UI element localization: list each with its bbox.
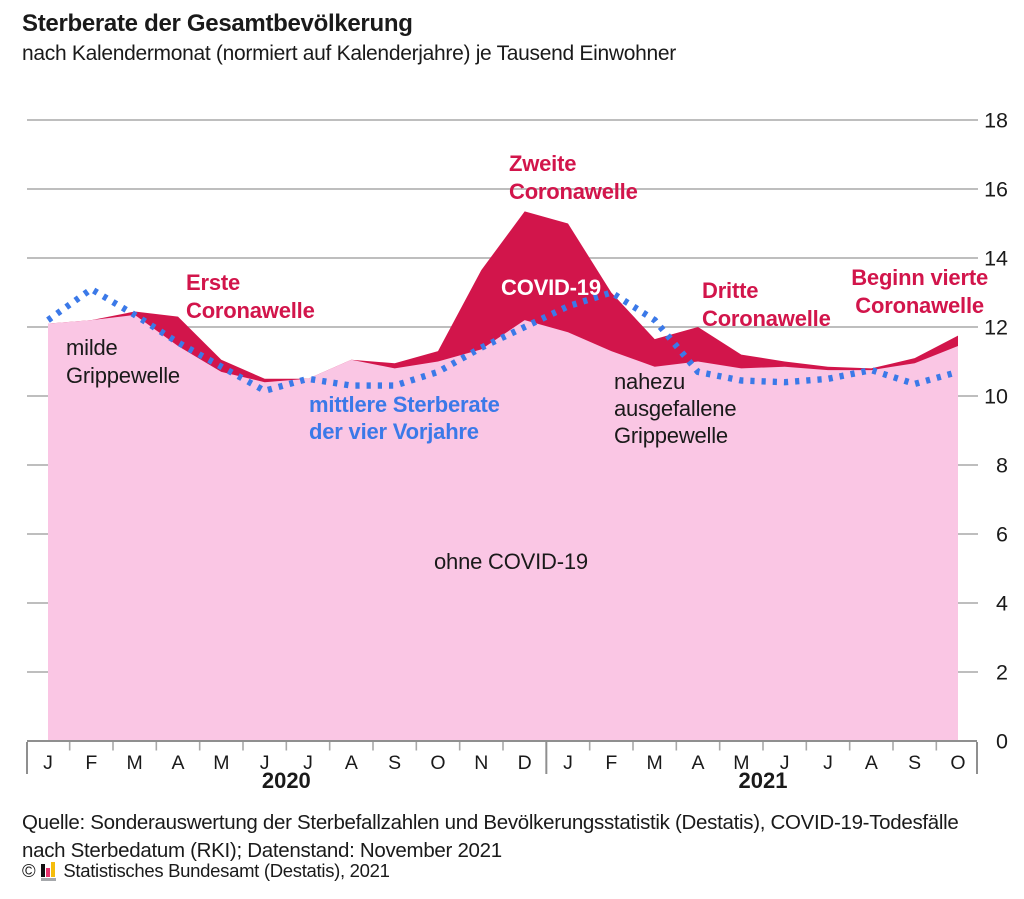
svg-text:M: M — [733, 752, 749, 774]
svg-text:0: 0 — [996, 730, 1008, 754]
svg-text:S: S — [908, 752, 921, 774]
destatis-logo-icon — [41, 862, 57, 881]
svg-text:6: 6 — [996, 523, 1008, 547]
source-note: Quelle: Sonderauswertung der Sterbefallz… — [22, 811, 959, 862]
annotation-zweite-coronawelle: Zweite Coronawelle — [509, 151, 638, 204]
svg-text:M: M — [127, 752, 143, 774]
svg-text:M: M — [213, 752, 229, 774]
annotation-beginn-vierte-coronawelle: Beginn vierte Coronawelle — [851, 265, 988, 318]
svg-text:J: J — [303, 752, 313, 774]
svg-text:J: J — [823, 752, 833, 774]
annotation-nahezu-grippewelle: nahezu ausgefallene Grippewelle — [614, 369, 737, 448]
annotation-ohne-covid19: ohne COVID-19 — [434, 549, 588, 574]
annotation-dritte-coronawelle: Dritte Coronawelle — [702, 278, 831, 331]
annotation-milde-grippewelle: milde Grippewelle — [66, 335, 180, 388]
chart-subtitle: nach Kalendermonat (normiert auf Kalende… — [22, 42, 676, 65]
svg-text:A: A — [865, 752, 878, 774]
svg-text:D: D — [518, 752, 532, 774]
svg-text:14: 14 — [984, 247, 1008, 271]
svg-text:F: F — [85, 752, 97, 774]
svg-text:2020: 2020 — [262, 768, 311, 793]
svg-text:A: A — [345, 752, 358, 774]
svg-text:O: O — [430, 752, 445, 774]
svg-text:2: 2 — [996, 661, 1008, 685]
svg-text:J: J — [260, 752, 270, 774]
copyright-line: © Statistisches Bundesamt (Destatis), 20… — [22, 860, 390, 882]
annotation-erste-coronawelle: Erste Coronawelle — [186, 270, 315, 323]
svg-text:18: 18 — [984, 109, 1008, 133]
svg-text:J: J — [43, 752, 53, 774]
svg-text:O: O — [950, 752, 965, 774]
svg-text:16: 16 — [984, 178, 1008, 202]
svg-text:2021: 2021 — [739, 768, 788, 793]
svg-text:A: A — [691, 752, 704, 774]
svg-text:J: J — [780, 752, 790, 774]
copyright-symbol: © — [22, 860, 36, 881]
svg-text:12: 12 — [984, 316, 1008, 340]
svg-text:M: M — [647, 752, 663, 774]
svg-text:8: 8 — [996, 454, 1008, 478]
svg-text:S: S — [388, 752, 401, 774]
svg-text:F: F — [605, 752, 617, 774]
svg-text:J: J — [563, 752, 573, 774]
copyright-text: Statistisches Bundesamt (Destatis), 2021 — [63, 860, 390, 881]
annotation-covid19-label: COVID-19 — [501, 275, 601, 300]
svg-text:A: A — [171, 752, 184, 774]
svg-text:4: 4 — [996, 592, 1008, 616]
svg-text:10: 10 — [984, 385, 1008, 409]
annotation-mittlere-sterberate: mittlere Sterberate der vier Vorjahre — [309, 392, 500, 444]
chart-title: Sterberate der Gesamtbevölkerung — [22, 10, 413, 37]
svg-text:N: N — [474, 752, 488, 774]
